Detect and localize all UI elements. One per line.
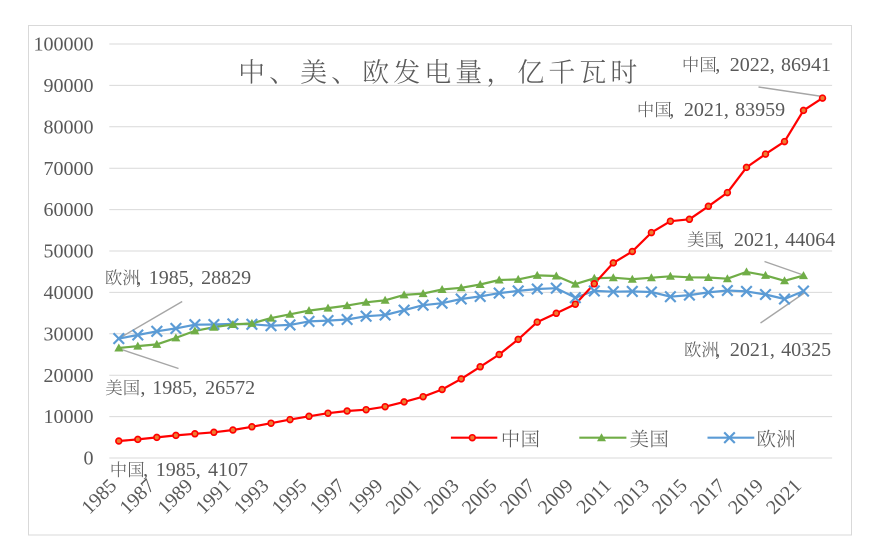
svg-text:40000: 40000 bbox=[44, 282, 94, 304]
svg-text:,2021,40325: , 2021, 40325 bbox=[715, 339, 831, 361]
svg-text:,1985,28829: , 1985, 28829 bbox=[136, 267, 251, 289]
svg-text:70000: 70000 bbox=[44, 158, 94, 180]
svg-text:0: 0 bbox=[84, 448, 94, 470]
svg-text:60000: 60000 bbox=[44, 199, 94, 221]
svg-text:,2022,86941: , 2022, 86941 bbox=[715, 54, 831, 76]
svg-text:,2021,83959: , 2021, 83959 bbox=[669, 99, 785, 121]
svg-text:,1985,26572: , 1985, 26572 bbox=[140, 377, 255, 399]
svg-text:,2021,44064: , 2021, 44064 bbox=[719, 229, 835, 251]
svg-text:,1985,4107: , 1985, 4107 bbox=[143, 459, 248, 481]
svg-text:10000: 10000 bbox=[44, 406, 94, 428]
svg-text:90000: 90000 bbox=[44, 75, 94, 97]
svg-text:100000: 100000 bbox=[34, 34, 94, 56]
svg-text:30000: 30000 bbox=[44, 323, 94, 345]
svg-text:50000: 50000 bbox=[44, 241, 94, 263]
svg-text:20000: 20000 bbox=[44, 365, 94, 387]
svg-text:80000: 80000 bbox=[44, 116, 94, 138]
